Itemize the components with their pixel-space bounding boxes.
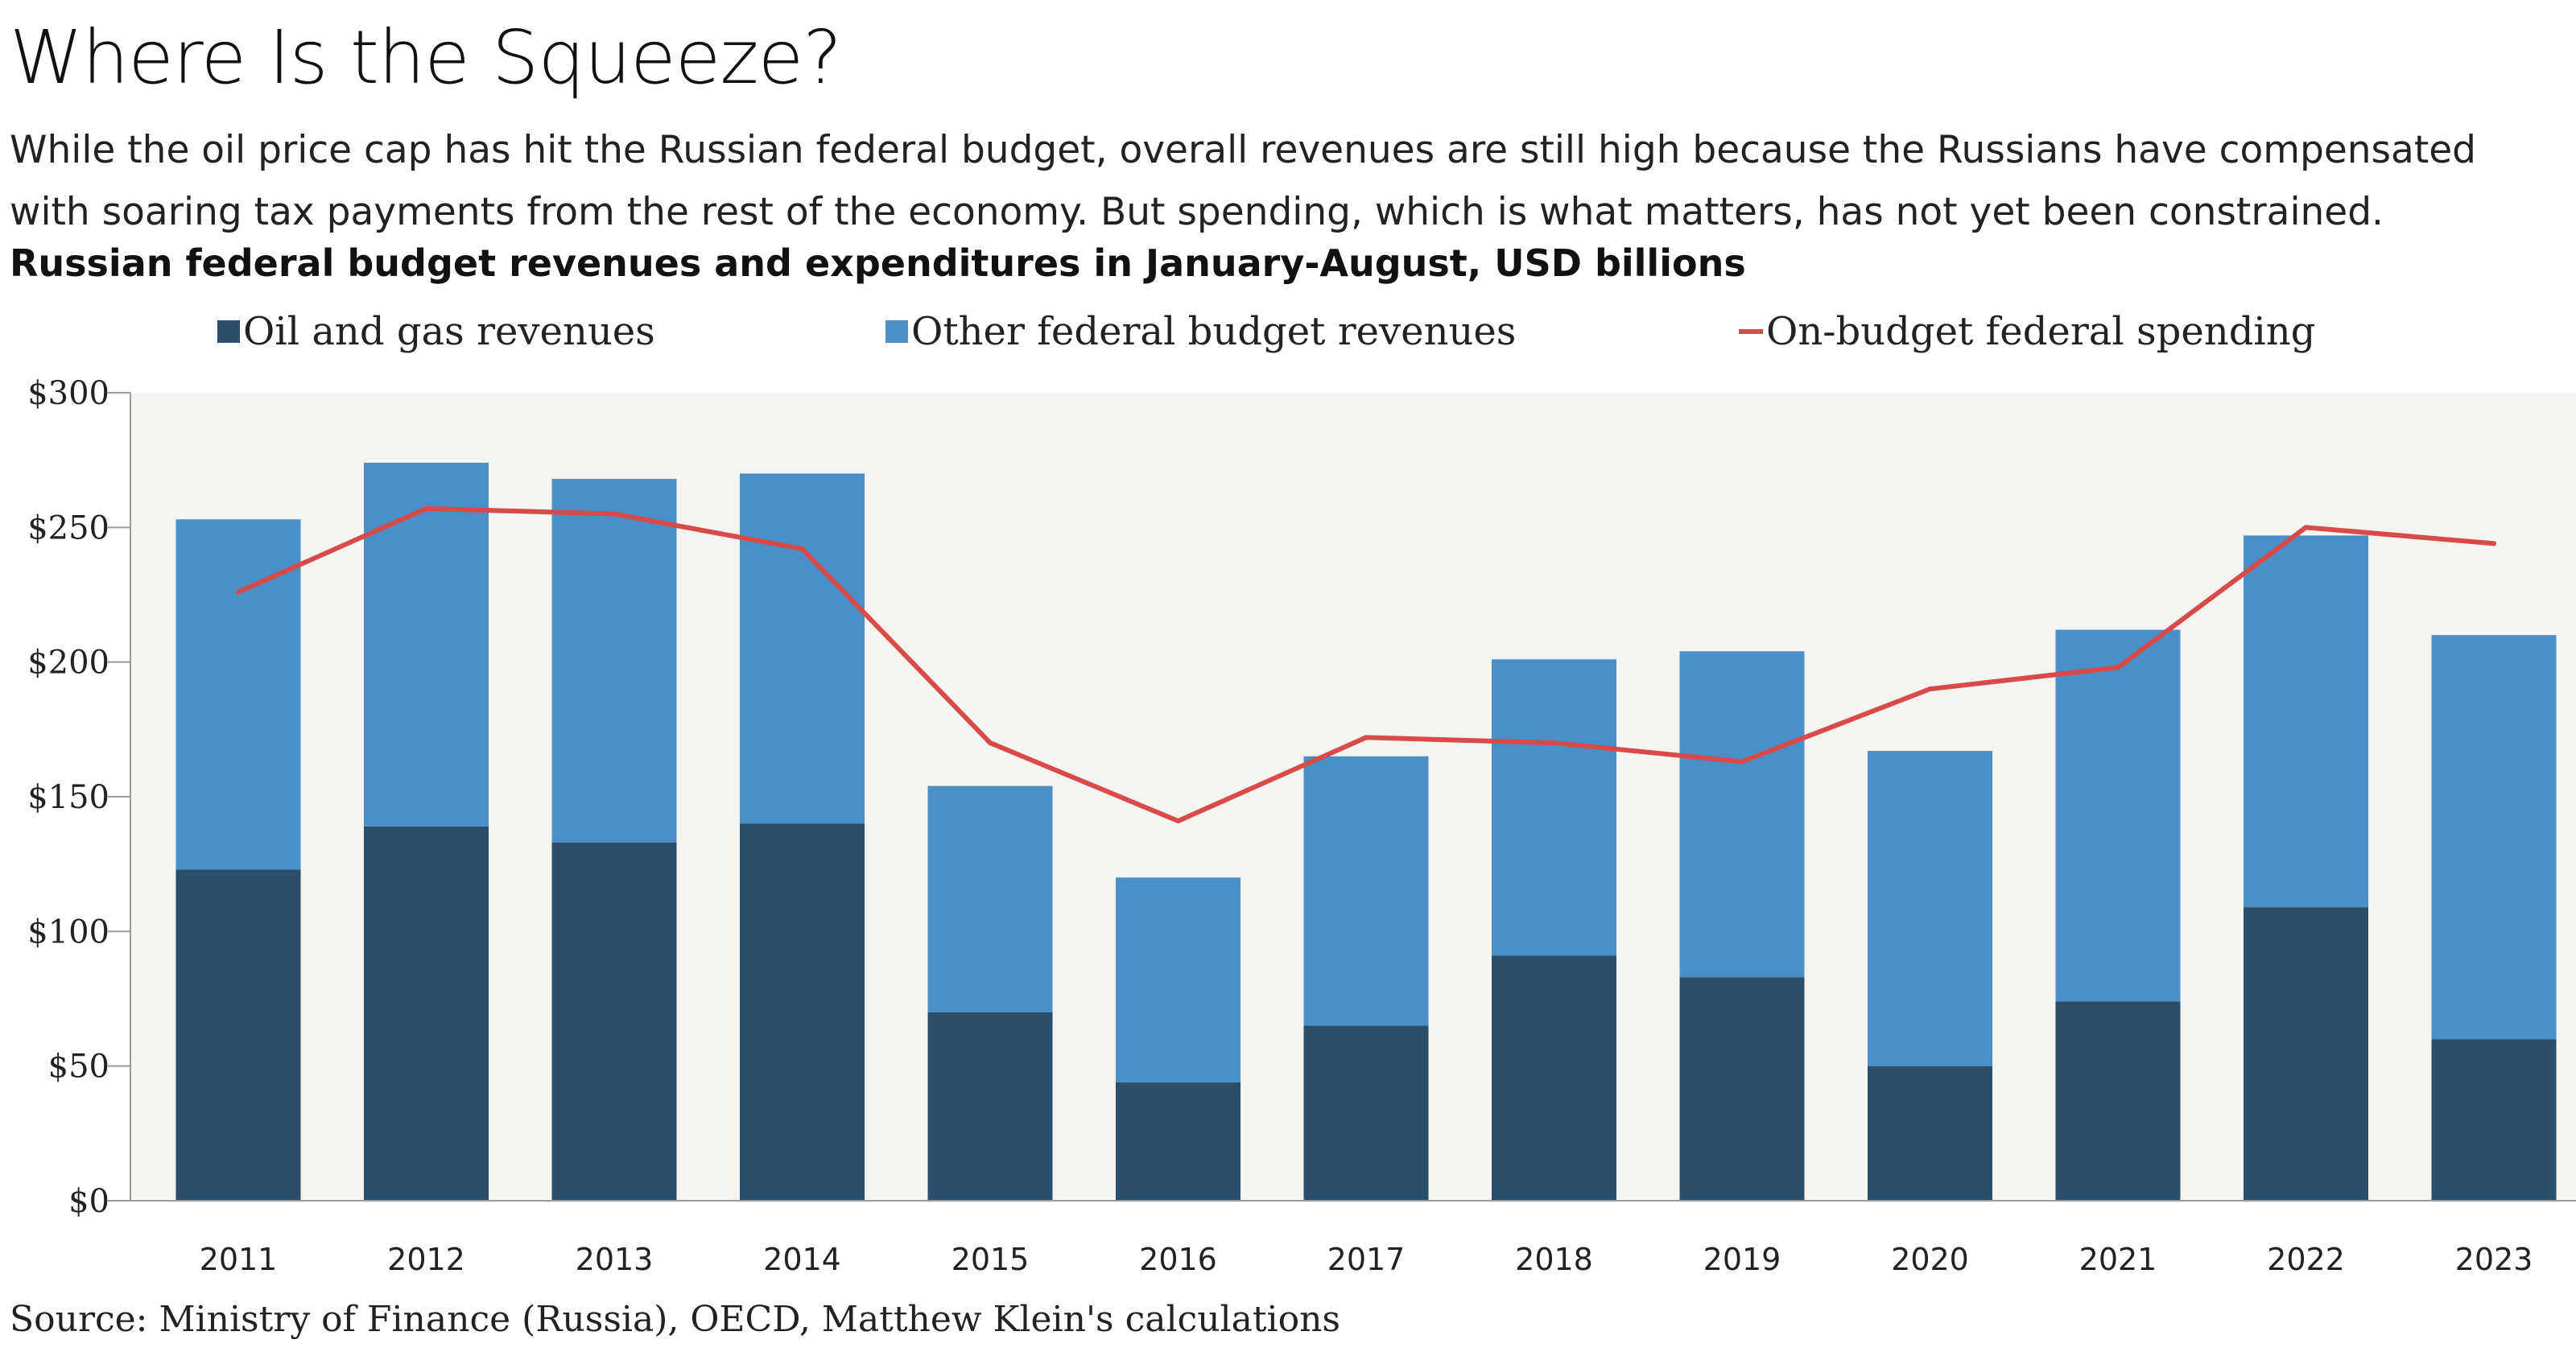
spending-point-2020	[1927, 686, 1933, 692]
bar-other-revenues-2023	[2431, 635, 2557, 1040]
x-axis: 2011 2012 2013 2014 2015 2016 2017 2018 2019 2020…	[130, 1200, 2576, 1277]
spending-line-layer	[236, 505, 2496, 824]
bar-other-revenues-2021	[2055, 629, 2181, 1002]
x-tick-label: 2020	[1891, 1242, 1969, 1277]
legend-label: Other federal budget revenues	[911, 309, 1516, 354]
bar-oil-gas-2012	[364, 826, 489, 1201]
bar-oil-gas-2017	[1303, 1025, 1429, 1201]
spending-point-2017	[1364, 735, 1368, 740]
x-tick-label: 2012	[387, 1242, 465, 1277]
bar-other-revenues-2017	[1303, 756, 1429, 1026]
x-tick-label: 2014	[763, 1242, 841, 1277]
spending-point-2014	[799, 546, 805, 552]
y-tick-label: $250	[27, 509, 109, 546]
bar-oil-gas-2014	[740, 823, 865, 1201]
bar-other-revenues-2019	[1679, 651, 1805, 978]
x-tick-label: 2022	[2267, 1242, 2345, 1277]
bar-oil-gas-2011	[175, 869, 301, 1201]
legend: Oil and gas revenues Other federal budget…	[217, 309, 2315, 354]
x-tick-label: 2023	[2455, 1242, 2533, 1277]
legend-swatch	[886, 320, 908, 343]
bar-other-revenues-2012	[364, 463, 489, 826]
x-tick-label: 2019	[1703, 1242, 1781, 1277]
x-tick-label: 2016	[1139, 1242, 1217, 1277]
bar-other-revenues-2020	[1868, 751, 1992, 1066]
bar-other-revenues-2011	[175, 519, 301, 870]
source-note: Source: Ministry of Finance (Russia), OE…	[10, 1299, 1341, 1340]
bar-oil-gas-2016	[1116, 1082, 1241, 1201]
bars	[175, 463, 2557, 1201]
y-tick-label: $100	[27, 913, 109, 950]
legend-swatch	[217, 320, 240, 343]
bar-other-revenues-2015	[927, 785, 1053, 1012]
budget-chart: Oil and gas revenues Other federal budget…	[27, 309, 2576, 1277]
y-tick-label: $0	[68, 1183, 109, 1220]
spending-point-2018	[1551, 740, 1557, 746]
y-axis: $0 $50 $100 $150 $200 $250 $300	[27, 375, 131, 1220]
bar-oil-gas-2013	[551, 842, 677, 1201]
x-tick-label: 2015	[952, 1242, 1030, 1277]
x-tick-label: 2018	[1515, 1242, 1593, 1277]
x-tick-label: 2011	[200, 1242, 278, 1277]
spending-point-2021	[2116, 665, 2120, 670]
spending-point-2012	[423, 505, 429, 511]
x-tick-label: 2013	[576, 1242, 654, 1277]
legend-label: On-budget federal spending	[1766, 309, 2315, 354]
x-tick-label: 2021	[2079, 1242, 2157, 1277]
y-tick-label: $50	[48, 1049, 109, 1086]
bar-oil-gas-2021	[2055, 1001, 2181, 1201]
bar-other-revenues-2022	[2244, 535, 2368, 908]
bar-other-revenues-2018	[1492, 659, 1616, 956]
chart-subtitle: While the oil price cap has hit the Russ…	[10, 128, 2477, 234]
bar-oil-gas-2019	[1679, 977, 1805, 1201]
spending-point-2013	[612, 511, 617, 517]
chart-heading: Russian federal budget revenues and expe…	[10, 241, 1746, 285]
bar-other-revenues-2013	[551, 479, 677, 843]
bar-other-revenues-2014	[740, 473, 865, 824]
bar-other-revenues-2016	[1116, 877, 1241, 1082]
y-tick-label: $200	[27, 645, 109, 682]
bar-oil-gas-2015	[927, 1012, 1053, 1201]
spending-point-2015	[988, 740, 993, 746]
y-tick-label: $300	[27, 375, 109, 412]
x-tick-label: 2017	[1327, 1242, 1406, 1277]
bar-oil-gas-2020	[1868, 1066, 1992, 1201]
bar-oil-gas-2023	[2431, 1039, 2557, 1201]
spending-point-2016	[1175, 818, 1181, 824]
bar-oil-gas-2022	[2244, 907, 2368, 1201]
legend-label: Oil and gas revenues	[243, 309, 655, 354]
spending-point-2023	[2491, 541, 2496, 546]
y-tick-label: $150	[27, 779, 109, 816]
spending-point-2022	[2303, 525, 2309, 530]
spending-point-2019	[1740, 759, 1744, 765]
chart-title: Where Is the Squeeze?	[10, 14, 842, 101]
bar-oil-gas-2018	[1492, 955, 1616, 1201]
spending-point-2011	[236, 589, 241, 595]
